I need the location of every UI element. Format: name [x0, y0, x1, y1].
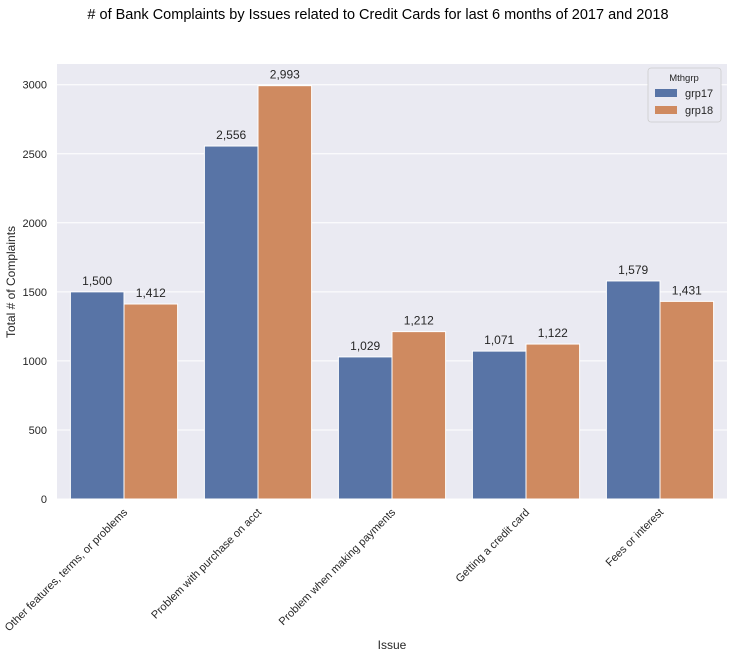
bar-value-label: 1,412 [136, 286, 166, 300]
x-tick-label: Problem with purchase on acct [149, 507, 264, 622]
bar-grp17 [203, 145, 259, 500]
legend-swatch-grp18 [655, 106, 677, 114]
bar-grp17 [69, 291, 125, 500]
bar-value-label: 1,071 [484, 333, 514, 347]
x-tick-label: Problem when making payments [277, 506, 399, 628]
bar-grp18 [257, 85, 313, 500]
bars [69, 85, 715, 500]
y-tick-label: 2500 [23, 149, 47, 161]
y-tick-label: 1500 [23, 287, 47, 299]
x-tick-label: Fees or interest [604, 507, 667, 570]
bar-grp18 [659, 300, 715, 500]
bar-grp17 [471, 350, 527, 500]
y-tick-label: 1000 [23, 356, 47, 368]
bar-grp17 [337, 356, 393, 500]
legend-title: Mthgrp [669, 73, 699, 84]
x-axis-label: Issue [378, 638, 407, 652]
y-tick-label: 3000 [23, 80, 47, 92]
bar-value-label: 1,212 [404, 314, 434, 328]
bar-value-label: 1,029 [350, 339, 380, 353]
x-tick-label: Getting a credit card [454, 507, 533, 586]
y-axis-ticks: 0 500 1000 1500 2000 2500 3000 [23, 80, 47, 506]
legend: Mthgrp grp17 grp18 [647, 67, 722, 123]
legend-items: grp17 grp18 [655, 88, 713, 117]
bar-value-label: 1,431 [672, 283, 702, 297]
legend-label-grp17: grp17 [685, 88, 713, 100]
y-tick-label: 0 [41, 494, 47, 506]
y-axis-label: Total # of Complaints [4, 226, 18, 338]
bar-value-label: 1,500 [82, 274, 112, 288]
bar-value-label: 1,579 [618, 263, 648, 277]
x-tick-label: Other features, terms, or problems [3, 506, 131, 634]
data-labels: 1,500 1,412 2,556 2,993 1,029 1,212 1,071 1,122… [82, 68, 702, 353]
bar-value-label: 2,556 [216, 128, 246, 142]
y-tick-label: 2000 [23, 218, 47, 230]
chart-title: # of Bank Complaints by Issues related t… [87, 7, 668, 23]
bar-grp18 [123, 303, 179, 500]
x-axis-ticks: Other features, terms, or problems Proble… [3, 506, 666, 634]
legend-label-grp18: grp18 [685, 105, 713, 117]
legend-swatch-grp17 [655, 89, 677, 97]
bar-value-label: 1,122 [538, 326, 568, 340]
y-tick-label: 500 [29, 425, 47, 437]
bar-grp18 [525, 343, 581, 500]
bar-grp18 [391, 331, 447, 500]
bar-value-label: 2,993 [270, 68, 300, 82]
bar-grp17 [605, 280, 661, 500]
